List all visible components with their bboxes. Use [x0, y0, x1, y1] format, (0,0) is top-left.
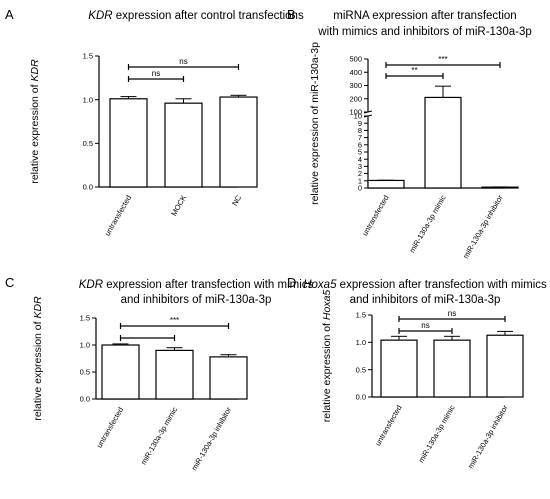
chart-title-line2: and inhibitors of miR-130a-3p — [121, 294, 272, 306]
bar — [433, 339, 471, 398]
significance-label: *** — [170, 316, 179, 325]
y-tick-label: 6 — [358, 140, 362, 149]
y-tick-label: 5 — [358, 148, 362, 157]
category-label: miR-130a-3p inhibitor — [461, 193, 505, 260]
y-tick-label: 10 — [354, 112, 362, 121]
y-tick-label: 1.0 — [356, 338, 366, 347]
significance-label: *** — [438, 55, 447, 64]
bar — [109, 98, 148, 188]
chart-title: KDR expression after transfection with m… — [79, 279, 314, 291]
category-label: miR-130a-3p mimic — [416, 403, 456, 464]
y-tick-label: 0.5 — [83, 139, 93, 148]
y-axis-label-part: relative expression of miR-130a-3p — [309, 42, 321, 205]
panel-d: D Hoxa5 expression after transfection wit… — [287, 275, 547, 470]
panel-letter: B — [287, 7, 296, 22]
chart-title-part: Hoxa5 — [303, 279, 337, 291]
chart-title-line2-part: and inhibitors of miR-130a-3p — [121, 294, 272, 306]
y-tick-label: 300 — [349, 81, 362, 90]
panel-c: C KDR expression after transfection with … — [5, 275, 314, 472]
y-tick-label: 2 — [358, 169, 362, 178]
y-axis-label: relative expression of Hoxa5 — [321, 290, 333, 423]
category-label: untransfected — [103, 194, 134, 238]
chart-title: KDR expression after control transfectio… — [88, 10, 304, 22]
category-label: untransfected — [373, 404, 404, 448]
y-tick-label: 1 — [358, 176, 362, 185]
y-tick-label: 0.5 — [80, 368, 90, 377]
y-tick-label: 100 — [349, 108, 362, 117]
bar — [209, 356, 248, 400]
category-label: miR-130a-3p inhibitor — [190, 405, 234, 472]
y-tick-label: 8 — [358, 126, 362, 135]
y-axis-label-part: KDR — [32, 296, 44, 319]
panel-letter: A — [5, 7, 14, 22]
chart-title-line2: with mimics and inhibitors of miR-130a-3… — [317, 26, 531, 38]
chart-title-part: expression after transfection with mimic… — [103, 279, 314, 291]
y-tick-label: 200 — [349, 94, 362, 103]
chart-title-part: miRNA expression after transfection — [333, 10, 516, 22]
chart-title: Hoxa5 expression after transfection with… — [303, 279, 547, 291]
significance-label: ** — [411, 66, 417, 75]
chart-title-part: KDR — [88, 10, 112, 22]
y-tick-label: 4 — [358, 155, 362, 164]
y-tick-label: 0 — [358, 184, 362, 193]
category-label: untransfected — [360, 194, 391, 238]
y-axis-label-part: relative expression of — [32, 319, 44, 421]
y-tick-label: 0.0 — [83, 183, 93, 192]
category-label: NC — [230, 193, 244, 207]
significance-label: ns — [448, 309, 456, 318]
chart-title-line2-part: with mimics and inhibitors of miR-130a-3… — [317, 26, 531, 38]
bar — [486, 334, 524, 398]
y-axis-label-part: Hoxa5 — [321, 290, 333, 321]
y-tick-label: 1.5 — [356, 311, 366, 320]
y-axis-label-part: relative expression of — [29, 82, 41, 184]
y-tick-label: 1.0 — [83, 95, 93, 104]
panel-letter: D — [287, 275, 296, 290]
y-tick-label: 1.5 — [83, 52, 93, 61]
significance-label: ns — [421, 321, 429, 330]
y-tick-label: 0.5 — [356, 365, 366, 374]
chart-title-part: expression after transfection with mimic… — [336, 279, 547, 291]
category-label: untransfected — [95, 406, 126, 450]
y-axis-label: relative expression of KDR — [32, 296, 44, 421]
significance-label: ns — [152, 69, 160, 78]
category-label: miR-130a-3p mimic — [407, 193, 447, 254]
panel-letter: C — [5, 275, 14, 290]
y-tick-label: 7 — [358, 133, 362, 142]
bar — [219, 96, 258, 188]
bar — [101, 344, 140, 400]
y-tick-label: 0.0 — [80, 395, 90, 404]
y-tick-label: 3 — [358, 162, 362, 171]
significance-label: ns — [179, 57, 187, 66]
bar — [424, 96, 462, 189]
y-tick-label: 1.0 — [80, 341, 90, 350]
y-tick-label: 0.0 — [356, 393, 366, 402]
category-label: MOCK — [169, 194, 188, 218]
chart-title: miRNA expression after transfection — [333, 10, 516, 22]
y-tick-label: 400 — [349, 68, 362, 77]
bar — [164, 102, 203, 188]
category-label: miR-130a-3p mimic — [139, 405, 179, 466]
y-axis-label-part: relative expression of — [321, 320, 333, 422]
chart-title-part: expression after control transfections — [113, 10, 304, 22]
y-axis-label: relative expression of miR-130a-3p — [309, 42, 321, 205]
chart-title-part: KDR — [79, 279, 103, 291]
y-tick-label: 500 — [349, 55, 362, 64]
bar — [367, 179, 405, 189]
category-label: miR-130a-3p inhibitor — [466, 403, 510, 470]
panel-a: A KDR expression after control transfecti… — [5, 7, 304, 237]
bar — [155, 349, 194, 400]
y-tick-label: 9 — [358, 119, 362, 128]
chart-title-line2-part: and inhibitors of miR-130a-3p — [350, 294, 501, 306]
y-axis-label-part: KDR — [29, 59, 41, 82]
y-tick-label: 1.5 — [80, 314, 90, 323]
chart-title-line2: and inhibitors of miR-130a-3p — [350, 294, 501, 306]
bar — [380, 339, 418, 398]
y-axis-label: relative expression of KDR — [29, 59, 41, 184]
